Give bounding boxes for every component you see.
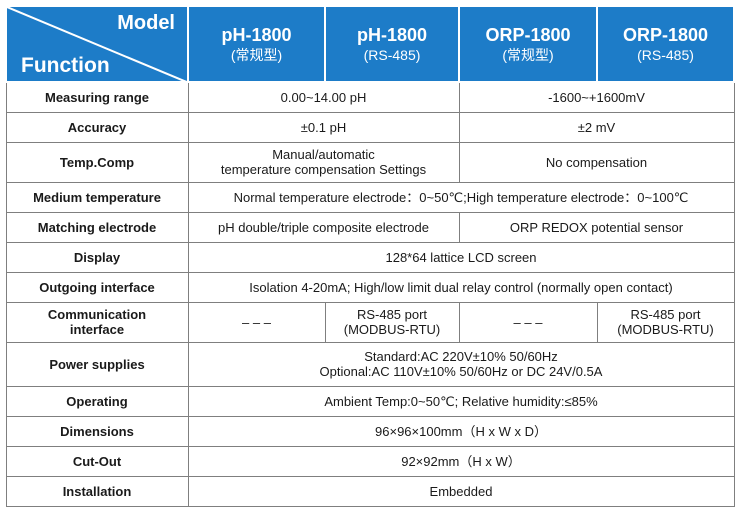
orp-value: ORP REDOX potential sensor [458,211,735,243]
row-label: Communication interface [5,301,189,343]
ph-value: Manual/automatic temperature compensatio… [187,141,460,183]
product-header-ph-rs485: pH-1800 (RS-485) [324,5,460,83]
row-label: Power supplies [5,341,189,387]
row-label: Installation [5,475,189,507]
ph-value: pH double/triple composite electrode [187,211,460,243]
row-medium-temperature: Medium temperature Normal temperature el… [5,181,735,213]
shared-value: 128*64 lattice LCD screen [187,241,735,273]
orp-rs485-value: RS-485 port (MODBUS-RTU) [596,301,735,343]
row-measuring-range: Measuring range 0.00~14.00 pH -1600~+160… [5,81,735,113]
row-operating: Operating Ambient Temp:0~50℃; Relative h… [5,385,735,417]
function-label: Function [21,54,110,77]
orp-value: No compensation [458,141,735,183]
orp-standard-value: – – – [458,301,598,343]
ph-value: 0.00~14.00 pH [187,81,460,113]
model-function-corner-cell: Model Function [5,5,189,83]
ph-value: ±0.1 pH [187,111,460,143]
product-header-orp-rs485: ORP-1800 (RS-485) [596,5,735,83]
header-row: Model Function pH-1800 (常规型) pH-1800 (RS… [5,5,735,83]
shared-value: Standard:AC 220V±10% 50/60Hz Optional:AC… [187,341,735,387]
model-label: Model [117,12,175,34]
ph-rs485-value: RS-485 port (MODBUS-RTU) [324,301,460,343]
row-label: Measuring range [5,81,189,113]
shared-value: Embedded [187,475,735,507]
row-label: Temp.Comp [5,141,189,183]
orp-value: -1600~+1600mV [458,81,735,113]
row-temp-comp: Temp.Comp Manual/automatic temperature c… [5,141,735,183]
row-power-supplies: Power supplies Standard:AC 220V±10% 50/6… [5,341,735,387]
row-display: Display 128*64 lattice LCD screen [5,241,735,273]
row-cut-out: Cut-Out 92×92mm（H x W） [5,445,735,477]
shared-value: Normal temperature electrode：0~50℃;High … [187,181,735,213]
row-matching-electrode: Matching electrode pH double/triple comp… [5,211,735,243]
row-label: Accuracy [5,111,189,143]
product-header-ph-standard: pH-1800 (常规型) [187,5,326,83]
row-label: Medium temperature [5,181,189,213]
diagonal-divider [7,7,189,83]
shared-value: 96×96×100mm（H x W x D） [187,415,735,447]
row-outgoing-interface: Outgoing interface Isolation 4-20mA; Hig… [5,271,735,303]
row-label: Display [5,241,189,273]
ph-standard-value: – – – [187,301,326,343]
specification-table: Model Function pH-1800 (常规型) pH-1800 (RS… [5,5,735,507]
row-accuracy: Accuracy ±0.1 pH ±2 mV [5,111,735,143]
row-label: Dimensions [5,415,189,447]
product-header-orp-standard: ORP-1800 (常规型) [458,5,598,83]
row-communication-interface: Communication interface – – – RS-485 por… [5,301,735,343]
shared-value: Ambient Temp:0~50℃; Relative humidity:≤8… [187,385,735,417]
row-installation: Installation Embedded [5,475,735,507]
shared-value: 92×92mm（H x W） [187,445,735,477]
row-label: Cut-Out [5,445,189,477]
row-label: Outgoing interface [5,271,189,303]
row-label: Matching electrode [5,211,189,243]
row-dimensions: Dimensions 96×96×100mm（H x W x D） [5,415,735,447]
row-label: Operating [5,385,189,417]
shared-value: Isolation 4-20mA; High/low limit dual re… [187,271,735,303]
orp-value: ±2 mV [458,111,735,143]
